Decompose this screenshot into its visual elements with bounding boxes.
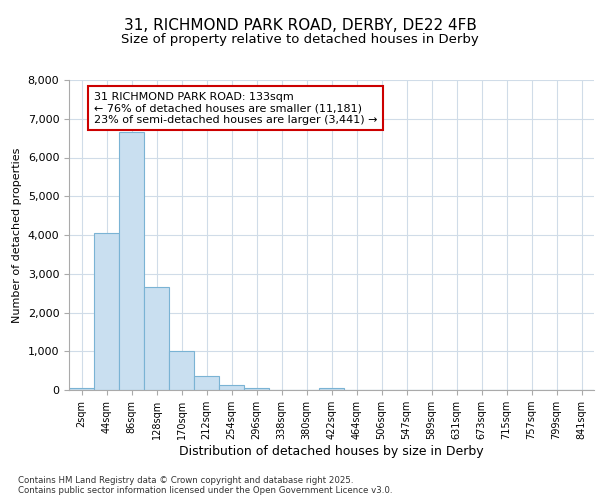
Bar bbox=[194, 376, 219, 390]
Text: 31, RICHMOND PARK ROAD, DERBY, DE22 4FB: 31, RICHMOND PARK ROAD, DERBY, DE22 4FB bbox=[124, 18, 476, 32]
Text: Size of property relative to detached houses in Derby: Size of property relative to detached ho… bbox=[121, 32, 479, 46]
Bar bbox=[219, 385, 244, 390]
Bar bbox=[319, 388, 344, 390]
X-axis label: Distribution of detached houses by size in Derby: Distribution of detached houses by size … bbox=[179, 445, 484, 458]
Text: Contains HM Land Registry data © Crown copyright and database right 2025.
Contai: Contains HM Land Registry data © Crown c… bbox=[18, 476, 392, 495]
Text: 31 RICHMOND PARK ROAD: 133sqm
← 76% of detached houses are smaller (11,181)
23% : 31 RICHMOND PARK ROAD: 133sqm ← 76% of d… bbox=[94, 92, 377, 125]
Bar bbox=[69, 388, 94, 390]
Bar bbox=[169, 351, 194, 390]
Bar bbox=[94, 233, 119, 390]
Bar bbox=[119, 132, 144, 390]
Y-axis label: Number of detached properties: Number of detached properties bbox=[12, 148, 22, 322]
Bar bbox=[244, 388, 269, 390]
Bar bbox=[144, 288, 169, 390]
